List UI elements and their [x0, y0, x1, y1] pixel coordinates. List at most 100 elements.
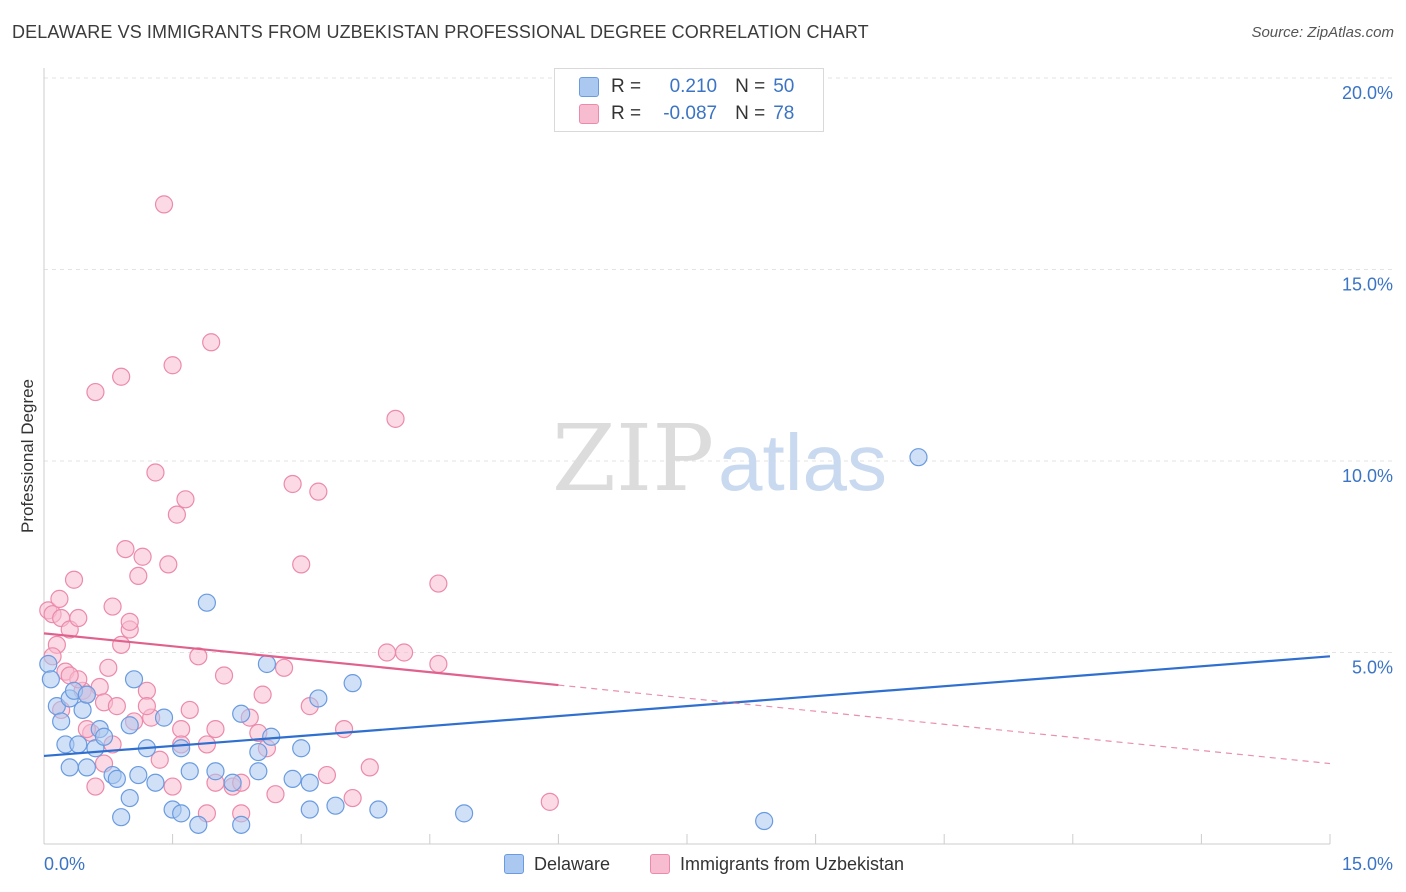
delaware-point: [172, 739, 191, 758]
bottom-legend-label: Delaware: [534, 853, 611, 874]
uzbekistan-point: [163, 777, 182, 796]
uzbekistan-trend-extension: [558, 684, 1331, 765]
delaware-point: [249, 762, 268, 781]
watermark: ZIP atlas: [552, 405, 887, 512]
uzbekistan-point: [429, 654, 448, 674]
y-tick-label: 10.0%: [1342, 466, 1393, 486]
uzbekistan-point: [176, 490, 195, 509]
uzbekistan-point: [150, 750, 169, 769]
blue-points: [39, 448, 928, 834]
uzbekistan-point: [360, 758, 379, 777]
delaware-point: [41, 670, 60, 689]
delaware-point: [283, 769, 302, 788]
grid: [44, 77, 1394, 653]
legend-r-value: 0.210: [669, 76, 718, 97]
delaware-point: [107, 769, 126, 788]
x-tick-label: 15.0%: [1342, 854, 1393, 874]
correlation-legend: R = 0.210 N = 50 R = -0.087 N = 78: [554, 68, 824, 132]
delaware-point: [129, 765, 148, 785]
delaware-point: [94, 727, 114, 746]
delaware-point: [69, 735, 88, 754]
delaware-point: [120, 716, 139, 735]
uzbekistan-point: [146, 463, 165, 482]
uzbekistan-point: [377, 643, 397, 662]
y-tick-label: 5.0%: [1352, 658, 1393, 678]
legend-r-value: -0.087: [663, 103, 718, 124]
uzbekistan-point: [103, 597, 122, 616]
uzbekistan-point: [206, 719, 225, 739]
uzbekistan-point: [163, 356, 182, 375]
uzbekistan-point: [86, 777, 105, 796]
uzbekistan-point: [86, 382, 105, 402]
uzbekistan-point: [133, 547, 152, 566]
uzbekistan-point: [112, 367, 131, 386]
delaware-point: [309, 689, 328, 708]
uzbekistan-point: [253, 685, 272, 704]
watermark-atlas: atlas: [718, 418, 887, 507]
uzbekistan-point: [266, 785, 285, 804]
bottom-legend-swatch-blue: [504, 854, 524, 874]
delaware-point: [197, 593, 216, 612]
tick-labels: 5.0% 10.0% 15.0% 20.0% 0.0% 15.0%: [44, 83, 1393, 874]
delaware-point: [249, 742, 268, 762]
delaware-point: [60, 758, 79, 777]
delaware-point: [257, 654, 277, 674]
delaware-point: [189, 815, 208, 834]
uzbekistan-point: [274, 658, 294, 677]
source-label: Source: ZipAtlas.com: [1251, 24, 1394, 41]
uzbekistan-point: [69, 608, 88, 628]
delaware-point: [232, 704, 251, 723]
pink-points: [39, 195, 559, 823]
uzbekistan-point: [334, 719, 354, 739]
watermark-zip: ZIP: [552, 405, 714, 512]
legend-n-value: 50: [773, 76, 795, 97]
delaware-point: [154, 708, 174, 727]
uzbekistan-point: [116, 539, 135, 559]
legend-n-label: N =: [735, 76, 766, 97]
legend-row-uzbekistan: R = -0.087 N = 78: [579, 102, 794, 126]
delaware-point: [454, 804, 474, 823]
delaware-point: [755, 811, 774, 831]
legend-r-label: R =: [611, 103, 642, 124]
uzbekistan-point: [167, 505, 186, 524]
delaware-point: [232, 815, 251, 834]
delaware-point: [52, 712, 71, 731]
legend-n-label: N =: [735, 103, 766, 124]
uzbekistan-point: [50, 589, 69, 608]
legend-r-label: R =: [611, 76, 642, 97]
delaware-point: [292, 739, 311, 758]
delaware-point: [120, 788, 139, 808]
legend-swatch-pink: [579, 104, 599, 124]
y-tick-label: 15.0%: [1342, 275, 1393, 295]
delaware-point: [223, 773, 242, 792]
bottom-legend-label: Immigrants from Uzbekistan: [680, 853, 905, 874]
uzbekistan-point: [202, 333, 221, 352]
uzbekistan-point: [214, 666, 234, 685]
delaware-point: [77, 758, 96, 777]
delaware-point: [909, 448, 928, 467]
delaware-point: [326, 796, 345, 815]
uzbekistan-point: [394, 643, 414, 662]
uzbekistan-point: [129, 566, 148, 586]
delaware-point: [124, 670, 144, 689]
uzbekistan-point: [343, 788, 362, 808]
uzbekistan-point: [64, 570, 84, 589]
uzbekistan-point: [112, 635, 131, 654]
uzbekistan-point: [386, 409, 405, 428]
uzbekistan-point: [292, 555, 311, 574]
delaware-point: [77, 685, 96, 704]
uzbekistan-trend-line: [43, 632, 559, 687]
trend-lines: [43, 632, 1331, 765]
delaware-point: [300, 800, 319, 819]
axes: [43, 68, 1331, 845]
bottom-legend-uzbekistan: Immigrants from Uzbekistan: [650, 852, 904, 876]
uzbekistan-point: [99, 658, 118, 677]
delaware-point: [146, 773, 165, 792]
delaware-point: [73, 700, 92, 720]
delaware-point: [180, 762, 199, 781]
bottom-legend-swatch-pink: [650, 854, 670, 874]
uzbekistan-point: [159, 555, 178, 574]
delaware-point: [172, 804, 191, 823]
x-tick-label: 0.0%: [44, 854, 85, 874]
uzbekistan-point: [120, 612, 139, 631]
